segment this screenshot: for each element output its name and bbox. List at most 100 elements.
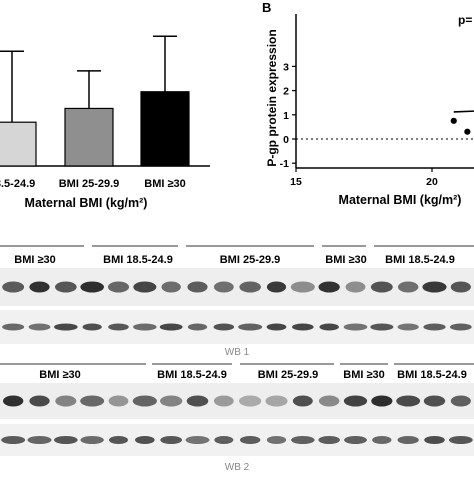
blot-band (108, 323, 129, 331)
blot-band (29, 395, 50, 407)
wb2-group-label-1: BMI ≥30 (39, 369, 81, 381)
blot-band (55, 395, 77, 407)
blot-band (28, 323, 51, 331)
bar-tick-label-2: BMI 25-29.9 (59, 178, 120, 190)
y-tick-label: 2 (283, 86, 289, 98)
blot-band (107, 281, 130, 293)
blot-band (108, 395, 129, 407)
blot-band (450, 323, 472, 331)
p-value-annotation: p= (458, 13, 472, 27)
blot-band (450, 281, 471, 293)
blot-band (239, 281, 261, 293)
bar-x-axis-title: Maternal BMI (kg/m²) (25, 196, 148, 210)
wb1-group-label-2: BMI 18.5-24.9 (103, 254, 173, 266)
blot-band (345, 281, 366, 293)
blot-band (292, 395, 313, 407)
bar (140, 91, 190, 167)
blot-band (343, 323, 368, 331)
y-tick-label: -1 (280, 158, 289, 170)
blot-band (213, 281, 234, 293)
wb2-loading-strip (0, 424, 474, 456)
western-blot-1: BMI ≥30 BMI 18.5-24.9 BMI 25-29.9 BMI ≥3… (0, 245, 474, 358)
blot-band (450, 395, 471, 407)
blot-band (343, 395, 368, 407)
blot-band (291, 436, 315, 444)
scatter-point (464, 128, 471, 135)
blot-band (53, 436, 78, 444)
blot-band (2, 323, 25, 331)
blot-band (423, 323, 446, 331)
blot-band (27, 436, 52, 444)
x-tick-label: 20 (426, 176, 438, 188)
wb1-loading-strip (0, 310, 474, 344)
wb1-group-label-1: BMI ≥30 (14, 254, 56, 266)
blot-band (80, 281, 104, 293)
blot-band (422, 281, 447, 293)
blot-band (423, 395, 446, 407)
wb2-group-label-5: BMI 18.5-24.9 (397, 369, 467, 381)
blot-band (397, 436, 419, 444)
blot-band (213, 395, 234, 407)
blot-band (133, 323, 157, 331)
blot-band (2, 395, 24, 407)
blot-band (318, 281, 340, 293)
blot-band (160, 395, 183, 407)
regression-line (453, 110, 474, 113)
blot-band (372, 436, 392, 444)
wb1-group-label-3: BMI 25-29.9 (220, 254, 281, 266)
blot-band (319, 323, 339, 331)
y-tick-label: 0 (283, 134, 289, 146)
blot-band (370, 281, 393, 293)
blot-band (397, 281, 419, 293)
blot-band (108, 436, 129, 444)
bar-tick-label-3: BMI ≥30 (144, 178, 186, 190)
bar-chart-panel: 18.5-24.9 BMI 25-29.9 BMI ≥30 Maternal B… (0, 35, 210, 210)
wb1-group-label-4: BMI ≥30 (325, 254, 367, 266)
y-tick-label: 1 (283, 110, 289, 122)
blot-band (2, 281, 25, 293)
blot-band (238, 323, 263, 331)
scatter-y-axis-title: P-gp protein expression (265, 29, 279, 166)
scatter-panel: B p= P-gp protein expression -1012315202… (262, 0, 474, 207)
x-tick-label: 15 (290, 176, 302, 188)
wb2-group-label-2: BMI 18.5-24.9 (157, 369, 227, 381)
wb2-pgp-strip (0, 383, 474, 419)
scatter-point (450, 117, 457, 124)
blot-band (186, 395, 209, 407)
blot-band (80, 436, 104, 444)
wb2-caption: WB 2 (225, 462, 250, 473)
blot-band (370, 323, 394, 331)
y-tick-label: 3 (283, 61, 289, 73)
wb2-group-label-4: BMI ≥30 (343, 369, 385, 381)
blot-band (266, 436, 287, 444)
blot-band (397, 323, 419, 331)
blot-band (290, 281, 315, 293)
blot-band (448, 436, 473, 444)
wb2-group-label-3: BMI 25-29.9 (258, 369, 319, 381)
bar-tick-label-1: 18.5-24.9 (0, 178, 35, 190)
blot-band (213, 323, 235, 331)
blot-band (1, 436, 26, 444)
blot-band (161, 281, 181, 293)
blot-band (318, 395, 340, 407)
wb1-pgp-strip (0, 268, 474, 306)
blot-band (266, 281, 287, 293)
blot-band (55, 281, 77, 293)
blot-band (318, 436, 340, 444)
blot-band (424, 436, 445, 444)
blot-band (54, 323, 78, 331)
blot-band (265, 395, 288, 407)
blot-band (160, 436, 182, 444)
blot-band (239, 436, 261, 444)
blot-band (266, 323, 287, 331)
blot-band (133, 281, 157, 293)
wb1-group-label-5: BMI 18.5-24.9 (385, 254, 455, 266)
bar (64, 107, 114, 167)
blot-band (239, 395, 262, 407)
blot-band (371, 395, 393, 407)
blot-band (344, 436, 367, 444)
panel-label-b: B (262, 0, 271, 15)
bar (0, 121, 37, 167)
scatter-x-axis-title: Maternal BMI (kg/m²) (339, 193, 462, 207)
